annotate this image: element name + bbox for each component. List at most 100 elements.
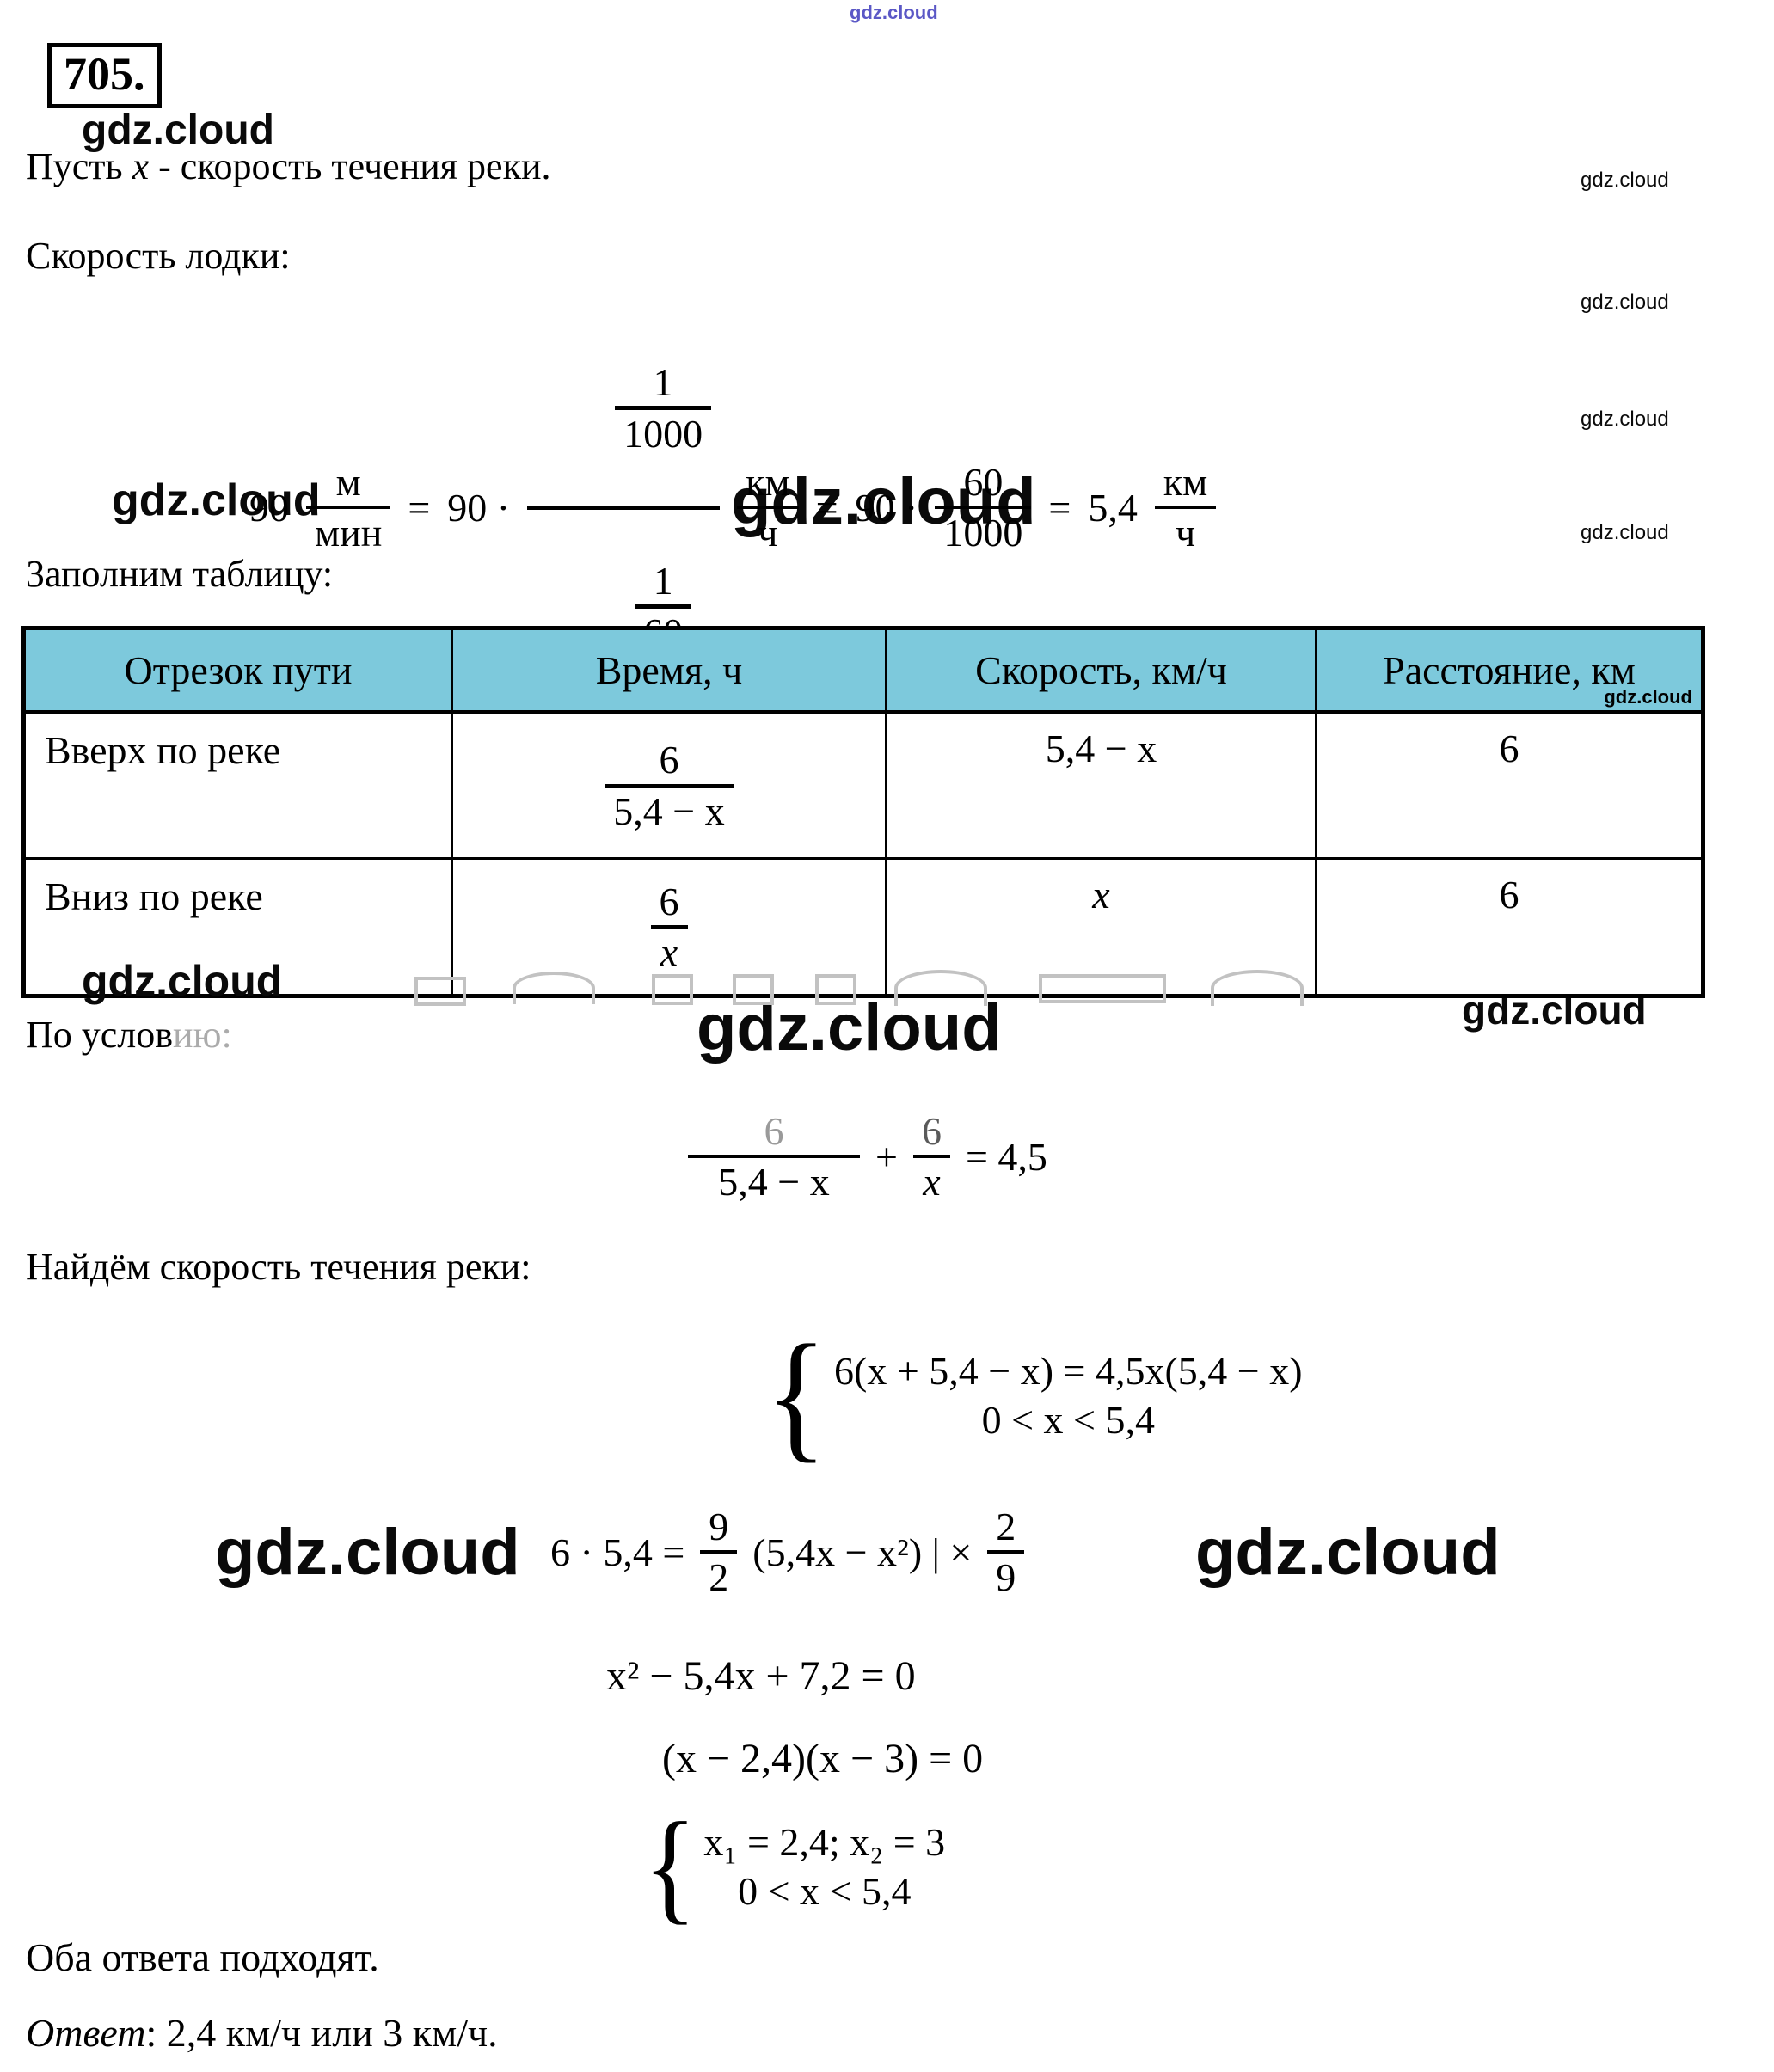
denominator: ч bbox=[758, 511, 778, 555]
fraction-1-1000: 1 1000 bbox=[615, 359, 712, 457]
both-answers-line: Оба ответа подходят. bbox=[26, 1935, 379, 1979]
ghost-artifact bbox=[1211, 970, 1304, 1006]
denominator: 9 bbox=[996, 1555, 1016, 1600]
table-cell-time-up: 6 5,4 − x bbox=[453, 714, 887, 860]
ghost-artifact bbox=[414, 977, 466, 1006]
fraction-bar bbox=[605, 783, 734, 788]
speed-conversion-formula: 90 м мин = 90 · 1 1000 1 60 bbox=[249, 311, 1217, 704]
denominator: ч bbox=[1175, 511, 1196, 555]
watermark: gdz.cloud bbox=[1581, 291, 1669, 314]
fraction-km-h: км ч bbox=[737, 458, 799, 556]
watermark: gdz.cloud bbox=[215, 1516, 520, 1589]
watermark: gdz.cloud bbox=[731, 465, 1036, 538]
fraction-bar bbox=[737, 506, 799, 510]
watermark-strikethrough: gdz.cloud bbox=[82, 957, 283, 1005]
scale-left: 6 · 5,4 = bbox=[550, 1529, 685, 1574]
watermark-top: gdz.cloud bbox=[850, 2, 938, 23]
denominator: x bbox=[660, 930, 678, 974]
given-pre: Пусть bbox=[26, 145, 132, 187]
header-label: Расстояние, км bbox=[1383, 648, 1636, 692]
solution-table: Отрезок пути Время, ч Скорость, км/ч Рас… bbox=[21, 626, 1705, 998]
denominator: мин bbox=[315, 511, 383, 555]
by-condition-grey: ию: bbox=[173, 1014, 232, 1056]
term-90-dot: 90 · bbox=[447, 485, 511, 530]
header-label: Скорость, км/ч bbox=[975, 648, 1227, 692]
watermark: gdz.cloud bbox=[1604, 686, 1692, 708]
plus-sign: + bbox=[875, 1134, 898, 1179]
brace-left: { bbox=[765, 1315, 827, 1475]
system-lines: 6(x + 5,4 − x) = 4,5x(5,4 − x) 0 < x < 5… bbox=[834, 1348, 1303, 1443]
table-cell-segment-up: Вверх по реке bbox=[26, 714, 453, 860]
table-cell-distance-down: 6 bbox=[1499, 873, 1519, 916]
denominator: x bbox=[923, 1160, 941, 1205]
header-label: Время, ч bbox=[595, 648, 743, 692]
fraction-60-1000: 60 1000 bbox=[935, 458, 1032, 556]
equals: = bbox=[408, 485, 431, 530]
scaled-equation: 6 · 5,4 = 9 2 (5,4x − x²) | × 2 9 bbox=[550, 1503, 1025, 1601]
fraction-6-over-5-4-minus-x: 6 5,4 − x bbox=[688, 1107, 860, 1205]
denominator: 5,4 − x bbox=[718, 1160, 830, 1205]
numerator: км bbox=[1163, 460, 1208, 505]
denominator: 1000 bbox=[623, 412, 703, 457]
fraction-bar bbox=[1154, 506, 1217, 510]
numerator: м bbox=[335, 460, 361, 505]
watermark: gdz.cloud bbox=[1195, 1516, 1501, 1589]
fraction-bar bbox=[527, 505, 721, 510]
equation-rhs: = 4,5 bbox=[965, 1134, 1047, 1179]
term-90-dot: 90 · bbox=[855, 485, 918, 530]
system-1: { 6(x + 5,4 − x) = 4,5x(5,4 − x) 0 < x <… bbox=[765, 1323, 1303, 1468]
watermark: gdz.cloud bbox=[1581, 408, 1669, 431]
fraction-bar bbox=[635, 604, 692, 610]
fraction-time-up: 6 5,4 − x bbox=[605, 736, 734, 834]
ghost-artifact bbox=[815, 974, 856, 1005]
quadratic-equation: x² − 5,4x + 7,2 = 0 bbox=[606, 1653, 916, 1699]
given-post: - скорость течения реки. bbox=[149, 145, 551, 187]
ghost-artifact bbox=[894, 970, 987, 1006]
fraction-bar bbox=[615, 406, 712, 411]
numerator: км bbox=[746, 460, 790, 505]
term-5-4: 5,4 bbox=[1088, 485, 1138, 530]
fraction-bar bbox=[306, 506, 391, 510]
column-header-distance: Расстояние, км gdz.cloud bbox=[1317, 630, 1701, 714]
numerator: 2 bbox=[996, 1505, 1016, 1548]
numerator: 6 bbox=[921, 1109, 942, 1153]
by-condition-black: По услов bbox=[26, 1014, 174, 1056]
numerator: 6 bbox=[659, 879, 679, 923]
problem-number: 705. bbox=[47, 43, 162, 108]
boat-speed-label: Скорость лодки: bbox=[26, 235, 291, 277]
table-cell-speed-up: 5,4 − x bbox=[887, 714, 1317, 860]
column-header-speed: Скорость, км/ч bbox=[887, 630, 1317, 714]
numerator: 9 bbox=[709, 1505, 729, 1548]
fraction-bar bbox=[700, 1550, 738, 1554]
numerator: 6 bbox=[659, 738, 679, 782]
fraction-6-over-x: 6 x bbox=[912, 1107, 950, 1205]
scale-middle: (5,4x − x²) | × bbox=[752, 1529, 973, 1574]
numerator: 6 bbox=[764, 1109, 784, 1153]
fraction-time-down: 6 x bbox=[650, 878, 688, 976]
condition-equation: 6 5,4 − x + 6 x = 4,5 bbox=[688, 1107, 1047, 1205]
table-cell-time-down: 6 x bbox=[453, 860, 887, 994]
watermark: gdz.cloud bbox=[1581, 169, 1669, 192]
fill-table-label: Заполним таблицу: bbox=[26, 553, 334, 595]
ghost-artifact bbox=[1039, 974, 1166, 1003]
fraction-m-min: м мин bbox=[306, 458, 391, 556]
denominator: 1000 bbox=[943, 511, 1023, 555]
fraction-km-h: км ч bbox=[1154, 458, 1217, 556]
system-lines: x₁ = 2,4; x₂ = 3 0 < x < 5,4 bbox=[703, 1819, 945, 1914]
ghost-artifact bbox=[652, 974, 693, 1005]
fraction-bar bbox=[935, 506, 1032, 510]
find-speed-label: Найдём скорость течения реки: bbox=[26, 1246, 531, 1288]
table-cell-segment-down: Вниз по реке bbox=[26, 860, 453, 994]
system2-roots: x₁ = 2,4; x₂ = 3 bbox=[703, 1820, 946, 1864]
table-cell-distance-up: 6 bbox=[1317, 714, 1701, 860]
system2-constraint: 0 < x < 5,4 bbox=[738, 1869, 912, 1913]
column-header-segment: Отрезок пути bbox=[26, 630, 453, 714]
system-2: { x₁ = 2,4; x₂ = 3 0 < x < 5,4 bbox=[643, 1804, 945, 1929]
numerator: 1 bbox=[653, 558, 673, 603]
table-cell-speed-down: x bbox=[887, 860, 1317, 994]
ghost-artifact bbox=[733, 974, 774, 1005]
watermark: gdz.cloud bbox=[82, 107, 274, 153]
answer-label: Ответ bbox=[26, 2011, 146, 2055]
equals: = bbox=[815, 485, 838, 530]
